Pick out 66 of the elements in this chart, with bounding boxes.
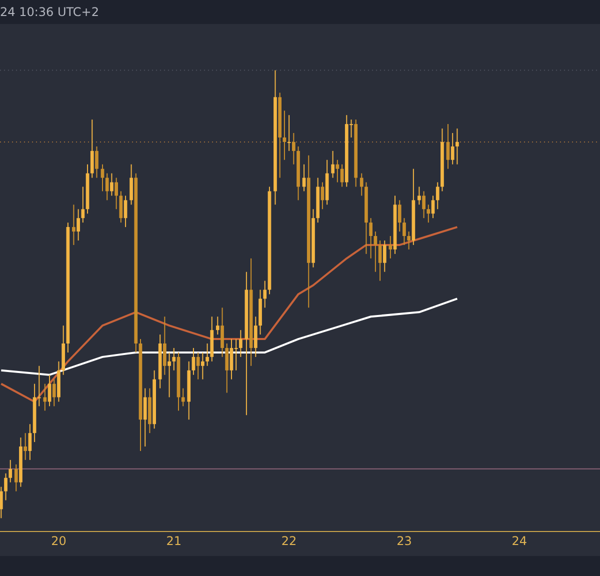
candlestick [456, 128, 459, 165]
candlestick [450, 132, 454, 165]
candlestick [287, 114, 291, 152]
candlestick [302, 164, 306, 192]
candlestick [369, 218, 373, 259]
candlestick [192, 347, 196, 376]
candlestick [90, 119, 94, 178]
candlestick [225, 343, 229, 394]
candlestick [95, 146, 98, 178]
candlestick [201, 352, 204, 380]
candlestick [206, 343, 209, 366]
candlestick [28, 424, 32, 460]
candlestick [52, 378, 56, 407]
candlestick [8, 459, 12, 483]
candlestick [216, 316, 220, 336]
candlestick [336, 159, 340, 183]
candlestick [81, 186, 85, 224]
x-tick-label: 20 [51, 534, 66, 548]
candlestick [378, 240, 382, 282]
candlestick [340, 164, 344, 188]
candlestick [163, 316, 166, 376]
candlestick [263, 280, 267, 308]
candlestick [76, 208, 80, 241]
candlestick [130, 164, 133, 206]
x-tick-label: 21 [166, 534, 182, 548]
candlestick [181, 388, 185, 407]
candlestick [292, 132, 296, 165]
x-tick-label: 23 [396, 534, 412, 548]
candlestick [4, 472, 8, 501]
candlestick [124, 195, 128, 228]
candlestick [418, 186, 421, 206]
candlestick [254, 316, 258, 358]
candlestick [402, 218, 406, 246]
candlestick [431, 195, 435, 219]
candlestick [114, 177, 118, 210]
candlestick [119, 190, 123, 224]
candlestick [282, 110, 286, 160]
candlestick [14, 464, 18, 492]
candlestick [24, 432, 28, 460]
candlestick [374, 231, 378, 272]
x-tick-label: 24 [512, 534, 528, 548]
candlestick [382, 240, 386, 272]
candlestick [110, 172, 114, 196]
candlestick [43, 383, 47, 412]
candlestick [239, 330, 242, 358]
candlestick [388, 236, 392, 259]
candlestick [220, 307, 224, 358]
candlestick [422, 190, 426, 219]
candlestick [360, 172, 364, 196]
candlestick [168, 352, 171, 398]
candlestick [331, 150, 334, 178]
candlestick [426, 204, 430, 224]
candlestick [172, 347, 176, 371]
candlestick [105, 172, 109, 201]
candlestick [72, 204, 76, 246]
candlestick [100, 164, 104, 192]
candlestick [436, 182, 440, 210]
candlestick [234, 338, 238, 371]
x-tick-label: 22 [281, 534, 297, 548]
candlestick [0, 486, 3, 519]
candlestick [407, 231, 411, 250]
candlestick [398, 200, 402, 232]
candlestick [196, 352, 200, 380]
candlestick [143, 388, 147, 448]
candlestick [446, 124, 450, 170]
text: 24 10:36 UTC+2 [0, 5, 99, 19]
